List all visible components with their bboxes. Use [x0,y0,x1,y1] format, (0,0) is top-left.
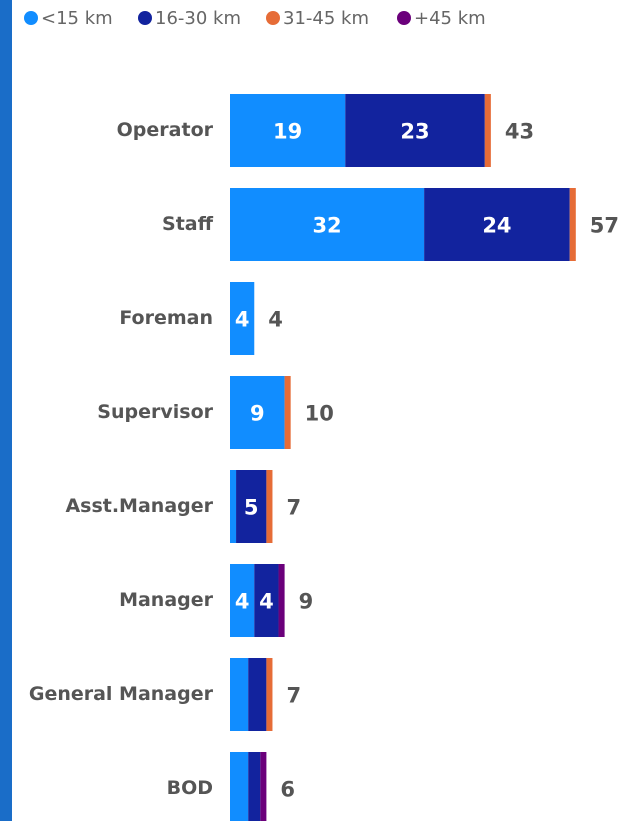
legend-label: 16-30 km [155,8,241,29]
bar-segment [230,188,425,261]
bar-segment [284,376,291,449]
total-label: 43 [505,120,534,144]
total-label: 57 [590,214,619,238]
bar-segment [236,470,267,543]
bar-segment [484,94,491,167]
category-label: Staff [162,213,214,235]
category-label: Supervisor [97,401,213,423]
total-label: 7 [286,684,301,708]
total-label: 4 [268,308,283,332]
bar-segment [569,188,576,261]
bar-segment [230,470,237,543]
bar-segment [230,282,255,355]
segment-label: 4 [235,590,250,614]
segment-label: 5 [244,496,259,520]
bar-segment [266,658,273,731]
bar-segment [230,376,285,449]
segment-label: 9 [250,402,265,426]
segment-label: 19 [273,120,302,144]
side-accent [0,0,12,821]
legend-label: <15 km [41,8,113,29]
bar-segment [266,470,273,543]
segment-label: 23 [400,120,429,144]
category-label: Foreman [119,307,213,329]
bar-segment [254,564,279,637]
total-label: 10 [305,402,334,426]
legend-label: +45 km [414,8,486,29]
legend-marker [138,11,152,25]
bar-segment [248,658,267,731]
category-label: Manager [119,589,214,611]
bar-segment [260,752,267,821]
bar-segment [230,564,255,637]
category-label: General Manager [29,683,214,705]
bar-segment [345,94,485,167]
total-label: 6 [280,778,295,802]
legend-marker [397,11,411,25]
category-label: Operator [117,119,214,141]
bar-segment [230,94,346,167]
legend-marker [24,11,38,25]
bar-segment [424,188,570,261]
bar-segment [230,658,249,731]
total-label: 9 [299,590,314,614]
total-label: 7 [286,496,301,520]
category-label: BOD [167,777,213,799]
segment-label: 4 [259,590,274,614]
segment-label: 4 [235,308,250,332]
bar-segment [230,752,249,821]
segment-label: 32 [312,214,341,238]
segment-label: 24 [482,214,511,238]
bar-segment [278,564,285,637]
legend-label: 31-45 km [283,8,369,29]
bar-segment [248,752,261,821]
legend-marker [266,11,280,25]
category-label: Asst.Manager [65,495,213,517]
